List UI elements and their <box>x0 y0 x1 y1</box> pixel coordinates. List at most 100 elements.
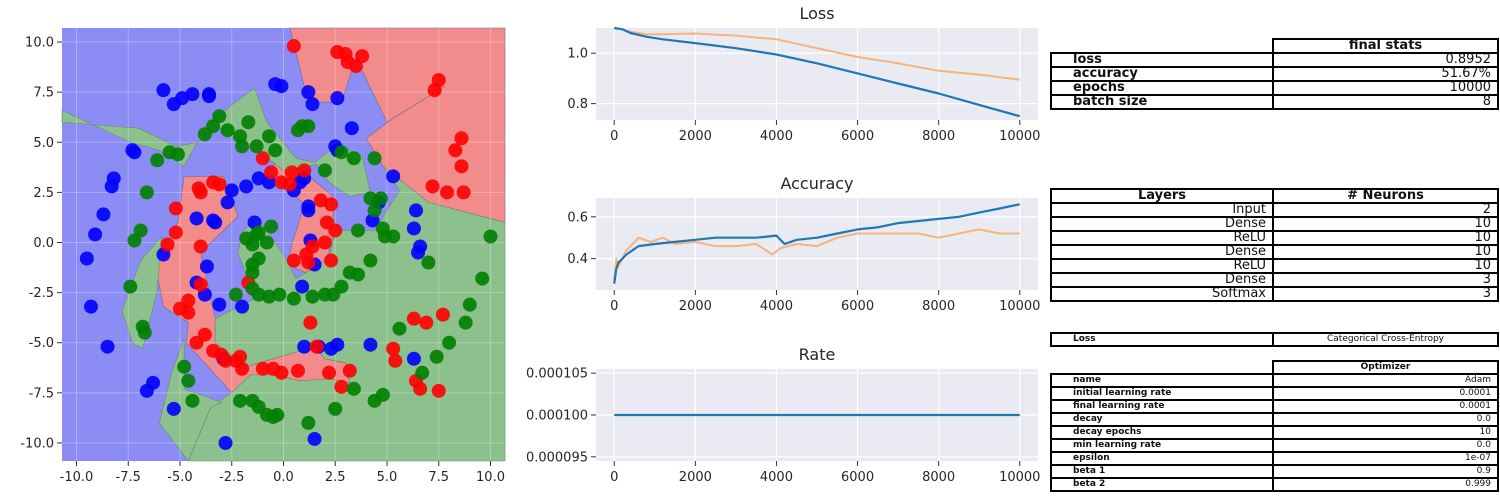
scatter-point-green <box>301 415 316 430</box>
stat-key: loss <box>1050 52 1274 68</box>
scatter-point-green <box>286 291 301 306</box>
table-row: Loss Categorical Cross-Entropy <box>1050 332 1499 347</box>
scatter-point-blue <box>235 299 250 314</box>
loss-value: Categorical Cross-Entropy <box>1272 332 1499 347</box>
scatter-point-green <box>317 287 332 302</box>
chart-title: Accuracy <box>780 174 853 193</box>
scatter-point-blue <box>301 85 316 100</box>
table-row: decay 0.0 <box>1050 412 1499 427</box>
scatter-point-red <box>233 349 248 364</box>
stat-key: accuracy <box>1050 66 1274 82</box>
scatter-point-red <box>255 151 270 166</box>
scatter-point-green <box>386 229 401 244</box>
scatter-point-red <box>181 305 196 320</box>
scatter-point-blue <box>413 239 428 254</box>
y-tick-label: 0.0 <box>33 236 54 251</box>
scatter-point-green <box>185 393 200 408</box>
scatter-point-green <box>483 229 498 244</box>
scatter-point-green <box>442 335 457 350</box>
scatter-point-red <box>193 239 208 254</box>
optimizer-key: initial learning rate <box>1050 386 1274 401</box>
scatter-point-red <box>406 311 421 326</box>
scatter-point-blue <box>297 339 312 354</box>
scatter-point-red <box>168 201 183 216</box>
scatter-point-green <box>170 147 185 162</box>
y-tick-label: -5.0 <box>29 336 54 351</box>
scatter-point-red <box>189 335 204 350</box>
optimizer-header: Optimizer <box>1272 360 1499 375</box>
scatter-point-green <box>270 407 285 422</box>
scatter-point-green <box>137 325 152 340</box>
final-stats-table: final stats loss 0.8952 accuracy 51.67% ep… <box>1050 38 1499 110</box>
scatter-point-green <box>123 279 138 294</box>
scatter-point-red <box>303 315 318 330</box>
layer-neurons: 10 <box>1272 216 1499 232</box>
plot-area <box>596 198 1038 290</box>
scatter-point-red <box>342 363 357 378</box>
scatter-point-blue <box>220 195 235 210</box>
scatter-point-green <box>150 153 165 168</box>
scatter-point-green <box>245 281 260 296</box>
scatter-point-green <box>429 349 444 364</box>
scatter-point-blue <box>344 121 359 136</box>
scatter-point-blue <box>239 179 254 194</box>
scatter-point-blue <box>156 83 171 98</box>
scatter-point-blue <box>305 97 320 112</box>
y-tick-label: 0.6 <box>567 210 588 225</box>
layers-table: Layers # Neurons Input 2 Dense 10 ReLU 10 De… <box>1050 188 1499 302</box>
table-row: Dense 10 <box>1050 244 1499 260</box>
scatter-point-red <box>218 353 233 368</box>
layer-name: Dense <box>1050 216 1274 232</box>
optimizer-key: beta 1 <box>1050 464 1274 479</box>
scatter-point-red <box>309 339 324 354</box>
scatter-point-red <box>212 177 227 192</box>
scatter-point-green <box>295 119 310 134</box>
scatter-point-red <box>168 225 183 240</box>
layer-name: Dense <box>1050 272 1274 288</box>
layer-neurons: 10 <box>1272 258 1499 274</box>
scatter-point-green <box>268 143 283 158</box>
x-tick-label: 6000 <box>841 299 874 314</box>
final-stats-header: final stats <box>1272 38 1499 54</box>
scatter-point-blue <box>96 207 111 222</box>
x-tick-label: -5.0 <box>167 470 192 485</box>
optimizer-key: min learning rate <box>1050 438 1274 453</box>
table-row: ReLU 10 <box>1050 230 1499 246</box>
layer-name: ReLU <box>1050 230 1274 246</box>
y-tick-label: 10.0 <box>25 36 54 51</box>
scatter-point-green <box>249 139 264 154</box>
scatter-point-blue <box>100 339 115 354</box>
loss-chart: 0 2000 4000 6000 8000 10000 0.8 1.0 Loss <box>567 4 1040 144</box>
loss-key: Loss <box>1050 332 1274 347</box>
optimizer-value: 0.0001 <box>1272 386 1499 401</box>
scatter-point-red <box>427 83 442 98</box>
scatter-point-blue <box>406 351 421 366</box>
scatter-point-red <box>282 177 297 192</box>
table-row: epsilon 1e-07 <box>1050 451 1499 466</box>
scatter-point-blue <box>218 435 233 450</box>
scatter-point-green <box>346 381 361 396</box>
scatter-point-green <box>328 401 343 416</box>
scatter-point-green <box>233 393 248 408</box>
scatter-point-blue <box>274 79 289 94</box>
series-line-train <box>614 26 1021 118</box>
scatter-point-red <box>264 165 279 180</box>
table-row: final learning rate 0.0001 <box>1050 399 1499 414</box>
scatter-point-blue <box>224 183 239 198</box>
x-tick-label: 4000 <box>760 470 793 485</box>
scatter-point-green <box>363 191 378 206</box>
y-tick-label: -10.0 <box>20 436 54 451</box>
optimizer-value: 0.9 <box>1272 464 1499 479</box>
scatter-point-blue <box>301 203 316 218</box>
scatter-point-blue <box>106 171 121 186</box>
scatter-point-blue <box>146 375 161 390</box>
scatter-point-red <box>419 315 434 330</box>
table-row: Input 2 <box>1050 202 1499 218</box>
scatter-point-green <box>206 119 221 134</box>
scatter-point-green <box>415 365 430 380</box>
scatter-point-red <box>301 255 316 270</box>
stat-value: 0.8952 <box>1272 52 1499 68</box>
x-tick-label: -7.5 <box>116 470 141 485</box>
scatter-point-green <box>220 123 235 138</box>
